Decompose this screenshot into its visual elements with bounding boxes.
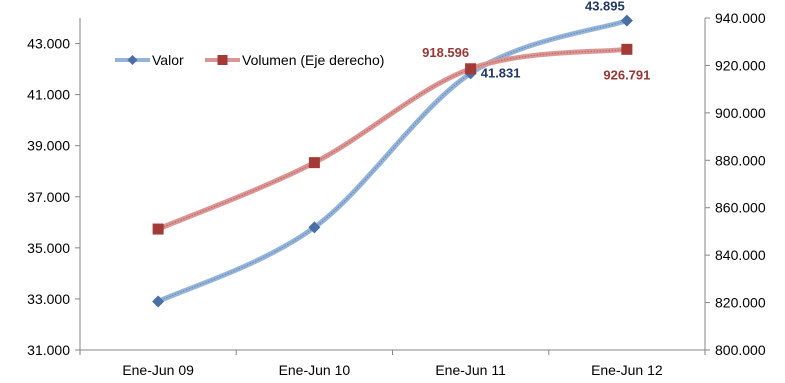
legend-item-volumen: Volumen (Eje derecho) [205, 52, 384, 68]
series-markers [152, 14, 633, 308]
right-tick-label: 860.000 [715, 200, 766, 216]
marker-valor [308, 221, 321, 234]
left-tick-label: 33.000 [27, 291, 70, 307]
right-tick-label: 840.000 [715, 247, 766, 263]
marker-volumen [152, 223, 164, 235]
series-line-texture-volumen [157, 48, 627, 230]
marker-volumen [308, 157, 320, 169]
left-axis-ticks: 31.000 33.000 35.000 37.000 39.000 41.000 43.0… [27, 36, 80, 358]
x-tick-label: Ene-Jun 09 [122, 362, 194, 378]
right-tick-label: 880.000 [715, 152, 766, 168]
data-labels: 41.831 43.895 918.596 926.791 [422, 0, 650, 82]
left-tick-label: 31.000 [27, 342, 70, 358]
x-axis-ticks: Ene-Jun 09 Ene-Jun 10 Ene-Jun 11 Ene-Jun 12 [79, 350, 706, 378]
right-tick-label: 800.000 [715, 342, 766, 358]
left-tick-label: 41.000 [27, 87, 70, 103]
legend-label-volumen: Volumen (Eje derecho) [242, 52, 384, 68]
data-label-volumen: 918.596 [422, 45, 469, 60]
series-line-valor [155, 18, 630, 304]
left-tick-label: 35.000 [27, 240, 70, 256]
x-tick-label: Ene-Jun 10 [279, 362, 351, 378]
legend: Valor Volumen (Eje derecho) [115, 52, 384, 68]
data-label-valor: 41.831 [481, 65, 521, 80]
right-tick-label: 900.000 [715, 105, 766, 121]
right-tick-label: 940.000 [715, 10, 766, 26]
legend-label-valor: Valor [152, 52, 184, 68]
left-tick-label: 43.000 [27, 36, 70, 52]
right-tick-label: 920.000 [715, 57, 766, 73]
left-tick-label: 37.000 [27, 189, 70, 205]
marker-valor [152, 295, 165, 308]
legend-item-valor: Valor [115, 52, 184, 68]
marker-volumen [465, 63, 477, 75]
marker-volumen [621, 43, 633, 55]
series-line-texture-valor [157, 20, 628, 302]
right-axis-ticks: 800.000 820.000 840.000 860.000 880.000 900.0… [705, 10, 766, 358]
series-line-volumen [155, 46, 630, 232]
data-label-valor: 43.895 [585, 0, 625, 14]
right-tick-label: 820.000 [715, 295, 766, 311]
left-tick-label: 39.000 [27, 138, 70, 154]
x-tick-label: Ene-Jun 12 [591, 362, 663, 378]
marker-valor [620, 14, 633, 27]
series-lines [155, 18, 630, 304]
data-label-volumen: 926.791 [603, 67, 650, 82]
x-tick-label: Ene-Jun 11 [435, 362, 506, 378]
